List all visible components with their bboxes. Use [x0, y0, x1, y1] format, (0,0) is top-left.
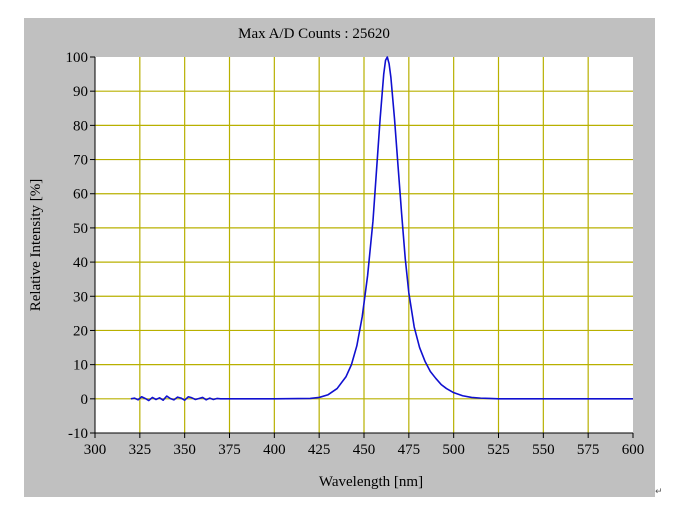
series-line-1: [130, 56, 633, 402]
y-axis-label: Relative Intensity [%]: [28, 179, 44, 311]
x-tick-label: 575: [577, 442, 600, 458]
return-mark-icon: ↵: [655, 487, 663, 497]
line-layer: [130, 56, 633, 402]
x-tick-label: 475: [398, 442, 421, 458]
y-tick-label: 40: [73, 255, 88, 271]
x-tick-label: 375: [218, 442, 241, 458]
y-tick-label: -10: [68, 426, 88, 442]
y-tick-label: 20: [73, 323, 88, 339]
y-tick-label: 80: [73, 118, 88, 134]
x-tick-label: 500: [442, 442, 465, 458]
y-tick-label: 10: [73, 358, 88, 374]
x-tick-label: 425: [308, 442, 331, 458]
x-tick-label: 325: [129, 442, 152, 458]
x-tick-label: 525: [487, 442, 510, 458]
axis-layer: -10 0 10 20 30 40 50 60 70 80 90 100 300 325 350 375 400…: [66, 50, 645, 458]
y-tick-label: 30: [73, 289, 88, 305]
x-tick-label: 300: [84, 442, 107, 458]
x-tick-label: 350: [173, 442, 196, 458]
chart-title: Max A/D Counts : 25620: [238, 26, 390, 42]
y-tick-label: 90: [73, 84, 88, 100]
x-tick-label: 400: [263, 442, 286, 458]
x-tick-label: 600: [622, 442, 645, 458]
y-tick-label: 70: [73, 153, 88, 169]
y-tick-label: 100: [66, 50, 89, 66]
x-axis-label: Wavelength [nm]: [319, 474, 423, 490]
chart-frame: -10 0 10 20 30 40 50 60 70 80 90 100 300 325 350 375 400…: [24, 18, 655, 497]
grid-layer: [95, 57, 633, 433]
chart-svg: -10 0 10 20 30 40 50 60 70 80 90 100 300 325 350 375 400…: [28, 26, 645, 490]
x-tick-label: 450: [353, 442, 376, 458]
y-tick-label: 50: [73, 221, 88, 237]
y-tick-label: 60: [73, 187, 88, 203]
y-tick-label: 0: [81, 392, 89, 408]
x-tick-label: 550: [532, 442, 555, 458]
